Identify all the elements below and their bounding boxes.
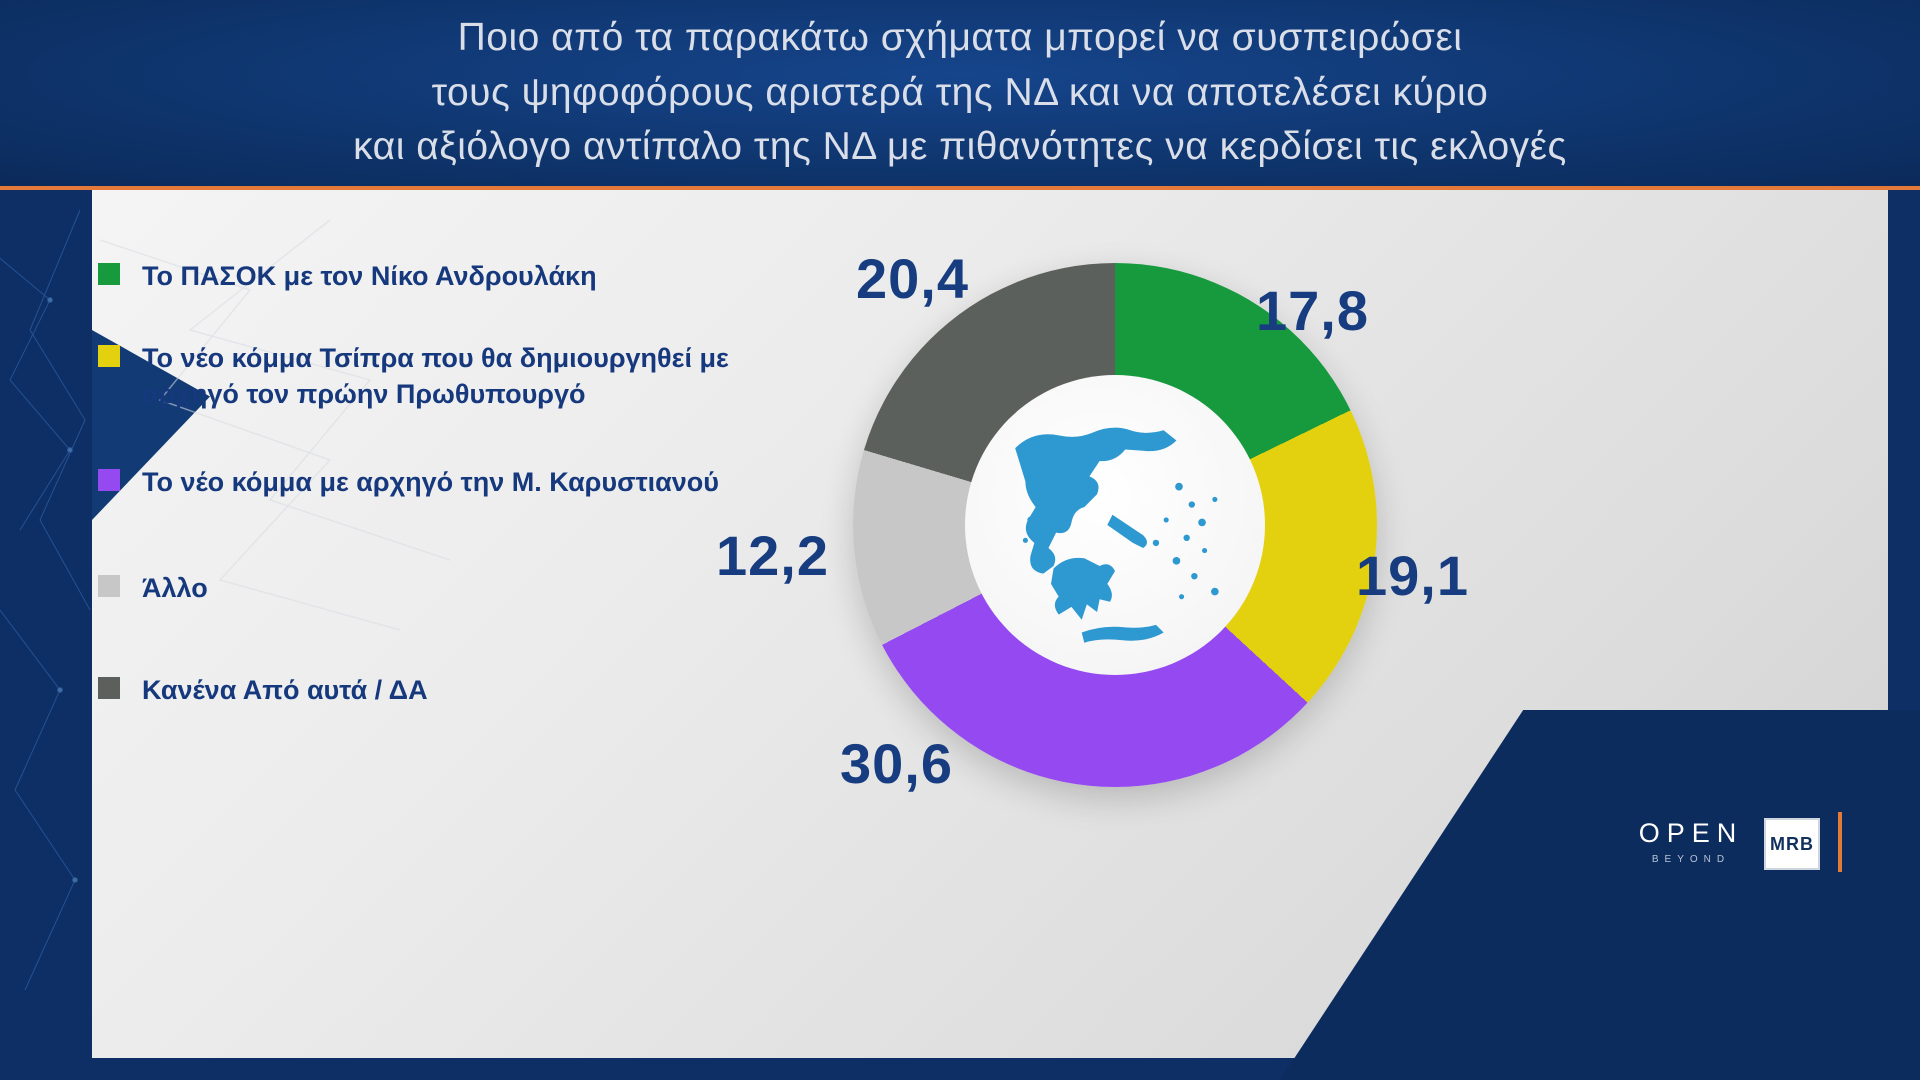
- legend-label: Το νέο κόμμα με αρχηγό την Μ. Καρυστιανο…: [142, 467, 719, 497]
- legend-swatch-yellow: [98, 345, 120, 367]
- legend-item-none: Κανένα Από αυτά / ΔΑ: [98, 672, 738, 708]
- greece-map: [1015, 427, 1219, 643]
- donut-chart: [853, 263, 1377, 787]
- mrb-logo: MRB: [1764, 818, 1820, 870]
- legend-item-tsipras: Το νέο κόμμα Τσίπρα που θα δημιουργηθεί …: [98, 340, 738, 413]
- legend-swatch-darkgray: [98, 677, 120, 699]
- network-pattern-icon: [0, 209, 91, 991]
- open-logo-text: OPEN: [1638, 818, 1744, 848]
- orange-accent-bar: [1838, 812, 1842, 872]
- question-line-3: και αξιόλογο αντίπαλο της ΝΔ με πιθανότη…: [353, 125, 1567, 169]
- open-tv-logo: OPEN BEYOND: [1636, 818, 1746, 865]
- question-line-2: τους ψηφοφόρους αριστερά της ΝΔ και να α…: [431, 70, 1489, 114]
- open-logo-subtext: BEYOND: [1651, 854, 1731, 865]
- value-label-karystianou: 30,6: [840, 732, 953, 795]
- donut-center: [965, 375, 1265, 675]
- question-banner: Ποιο από τα παρακάτω σχήματα μπορεί να σ…: [0, 0, 1920, 186]
- left-decoration: [0, 190, 92, 1080]
- legend-label: Άλλο: [142, 573, 208, 603]
- value-label-pasok: 17,8: [1256, 279, 1369, 342]
- legend-item-other: Άλλο: [98, 570, 738, 606]
- legend-item-pasok: Το ΠΑΣΟΚ με τον Νίκο Ανδρουλάκη: [98, 258, 738, 294]
- value-label-tsipras: 19,1: [1356, 544, 1469, 607]
- value-label-other: 12,2: [716, 524, 829, 587]
- legend-swatch-lightgray: [98, 575, 120, 597]
- legend-item-karystianou: Το νέο κόμμα με αρχηγό την Μ. Καρυστιανο…: [98, 464, 738, 500]
- legend-label: Το ΠΑΣΟΚ με τον Νίκο Ανδρουλάκη: [142, 261, 597, 291]
- orange-divider: [0, 186, 1920, 190]
- legend-label: Το νέο κόμμα Τσίπρα που θα δημιουργηθεί …: [142, 343, 729, 410]
- question-line-1: Ποιο από τα παρακάτω σχήματα μπορεί να σ…: [457, 15, 1463, 59]
- value-label-none: 20,4: [856, 247, 969, 310]
- legend-label: Κανένα Από αυτά / ΔΑ: [142, 675, 428, 705]
- legend-swatch-green: [98, 263, 120, 285]
- legend-swatch-purple: [98, 469, 120, 491]
